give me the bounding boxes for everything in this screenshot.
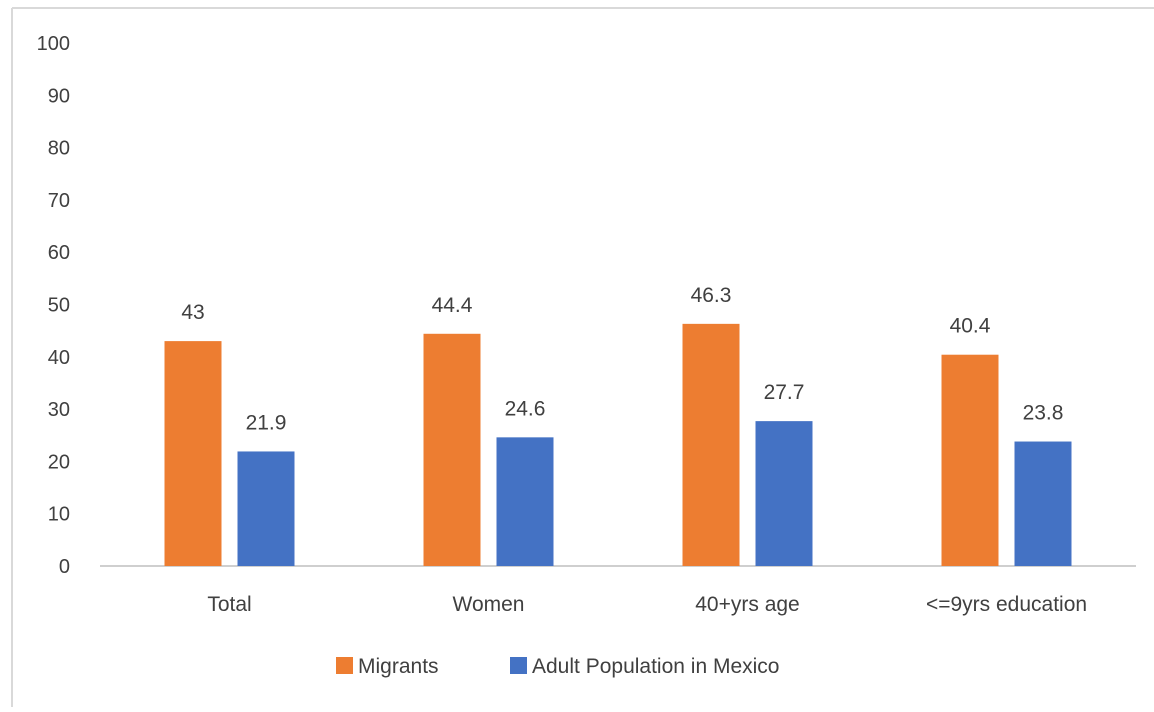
data-label: 44.4 (432, 294, 473, 317)
legend-label-adult-population: Adult Population in Mexico (532, 655, 779, 678)
data-label: 27.7 (764, 381, 805, 404)
bars-group: 43 21.9 44.4 24.6 46.3 27.7 40.4 23.8 (164, 284, 1072, 566)
y-tick-label: 100 (37, 33, 70, 55)
data-label: 43 (181, 301, 204, 324)
y-tick-label: 10 (48, 504, 70, 526)
bar-migrants-3 (941, 354, 999, 566)
bar-adult-population-1 (496, 437, 554, 566)
y-tick-label: 40 (48, 347, 70, 369)
data-label: 40.4 (950, 315, 991, 338)
x-tick-label: <=9yrs education (926, 593, 1087, 616)
data-label: 21.9 (246, 411, 287, 434)
bar-adult-population-0 (237, 451, 295, 566)
y-tick-label: 20 (48, 451, 70, 473)
data-label: 23.8 (1023, 402, 1064, 425)
bar-migrants-1 (423, 333, 481, 566)
y-axis: 0 10 20 30 40 50 60 70 80 90 100 (37, 33, 70, 578)
x-tick-label: 40+yrs age (695, 593, 800, 616)
y-tick-label: 80 (48, 138, 70, 160)
legend-label-migrants: Migrants (358, 655, 439, 678)
y-tick-label: 70 (48, 190, 70, 212)
legend-swatch-migrants (336, 657, 353, 674)
legend: Migrants Adult Population in Mexico (336, 655, 779, 678)
y-tick-label: 0 (59, 556, 70, 578)
y-tick-label: 50 (48, 295, 70, 317)
legend-swatch-adult-population (510, 657, 527, 674)
x-tick-label: Total (207, 593, 251, 616)
data-label: 24.6 (505, 397, 546, 420)
y-tick-label: 60 (48, 242, 70, 264)
x-tick-label: Women (453, 593, 525, 616)
y-tick-label: 30 (48, 399, 70, 421)
y-tick-label: 90 (48, 85, 70, 107)
bar-adult-population-3 (1014, 441, 1072, 566)
bar-migrants-2 (682, 323, 740, 566)
data-label: 46.3 (691, 284, 732, 307)
bar-migrants-0 (164, 341, 222, 566)
x-axis: Total Women 40+yrs age <=9yrs education (207, 593, 1087, 616)
bar-adult-population-2 (755, 421, 813, 566)
